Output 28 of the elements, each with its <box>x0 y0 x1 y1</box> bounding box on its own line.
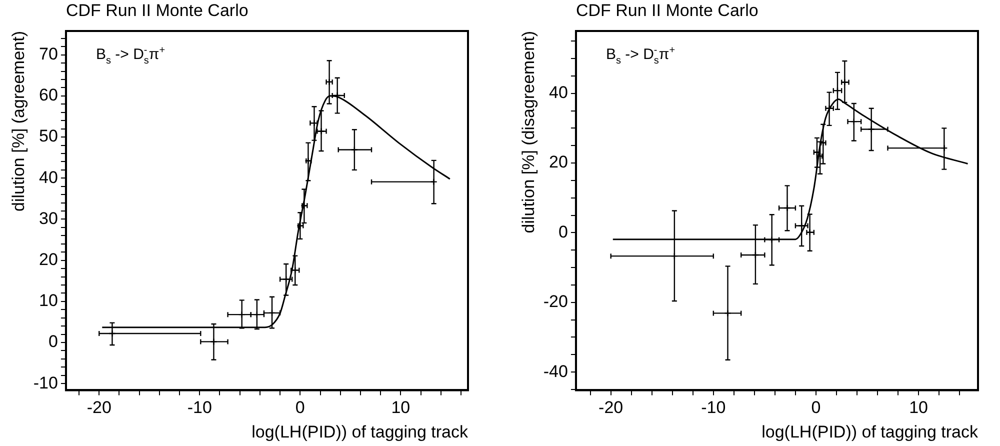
x-tick-label: 0 <box>295 398 305 418</box>
x-tick-label: -20 <box>86 398 112 418</box>
chart-title: CDF Run II Monte Carlo <box>576 1 758 20</box>
y-tick-label: 40 <box>39 168 58 187</box>
y-axis-title: dilution [%] (agreement) <box>8 31 28 212</box>
x-tick-label: 10 <box>909 398 928 418</box>
y-axis-title: dilution [%] (disagreement) <box>518 31 538 234</box>
x-tick-label: -20 <box>598 398 624 418</box>
y-tick-label: 20 <box>549 152 568 172</box>
y-tick-label: 20 <box>39 250 58 270</box>
x-tick-label: 0 <box>811 398 821 418</box>
y-tick-label: 0 <box>48 332 58 352</box>
y-tick-label: 50 <box>39 126 58 146</box>
y-tick-label: 30 <box>39 208 58 228</box>
x-tick-label: 10 <box>391 398 410 418</box>
y-tick-label: 40 <box>549 83 568 102</box>
y-tick-label: 10 <box>39 291 58 310</box>
y-tick-label: -10 <box>33 373 58 392</box>
y-tick-label: -40 <box>543 362 568 381</box>
x-tick-label: -10 <box>187 398 212 418</box>
y-tick-label: -20 <box>543 292 568 312</box>
y-tick-label: 70 <box>39 44 58 64</box>
chart-title: CDF Run II Monte Carlo <box>66 1 248 20</box>
x-axis-title: log(LH(PID)) of tagging track <box>252 422 468 442</box>
y-tick-label: 60 <box>39 86 58 105</box>
y-tick-label: 0 <box>558 222 568 242</box>
x-tick-label: -10 <box>701 398 726 418</box>
x-axis-title: log(LH(PID)) of tagging track <box>762 422 978 442</box>
